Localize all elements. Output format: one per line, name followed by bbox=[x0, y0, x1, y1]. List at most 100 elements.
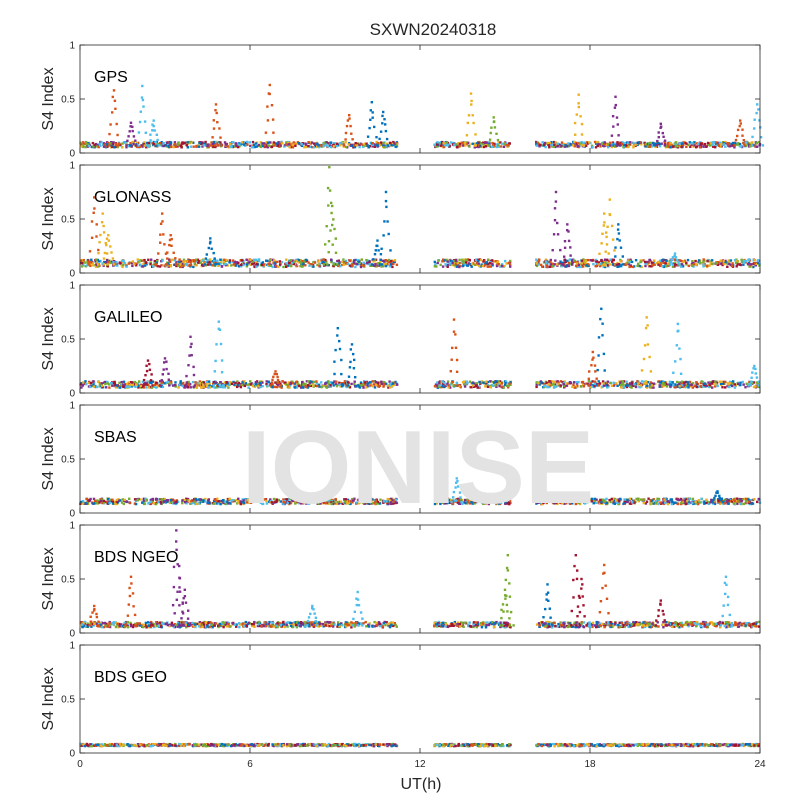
data-point bbox=[371, 502, 374, 505]
data-point bbox=[441, 380, 444, 383]
data-point bbox=[96, 385, 99, 389]
data-point bbox=[102, 264, 105, 267]
data-point bbox=[717, 261, 720, 264]
data-point bbox=[610, 134, 614, 137]
data-point bbox=[605, 243, 609, 246]
data-point bbox=[163, 500, 166, 504]
data-point bbox=[738, 142, 742, 146]
data-point bbox=[318, 264, 321, 268]
data-point bbox=[272, 261, 275, 264]
data-point bbox=[578, 145, 581, 148]
data-point bbox=[202, 144, 206, 147]
data-point bbox=[603, 265, 607, 269]
data-point bbox=[240, 143, 243, 147]
data-point bbox=[390, 497, 393, 501]
data-point bbox=[451, 261, 454, 265]
data-point bbox=[167, 262, 170, 265]
data-point bbox=[162, 233, 165, 236]
data-point bbox=[316, 500, 320, 503]
data-point bbox=[549, 380, 553, 383]
data-point bbox=[163, 497, 166, 501]
data-point bbox=[484, 384, 487, 387]
data-point bbox=[653, 263, 656, 266]
data-point bbox=[260, 144, 263, 147]
data-point bbox=[669, 146, 672, 149]
data-point bbox=[104, 242, 107, 245]
data-point bbox=[279, 144, 282, 147]
data-point bbox=[161, 220, 164, 223]
data-point bbox=[193, 262, 196, 265]
data-point bbox=[504, 501, 507, 504]
data-point bbox=[599, 145, 602, 148]
data-point bbox=[676, 384, 680, 387]
data-point bbox=[322, 500, 325, 504]
data-point bbox=[153, 262, 156, 265]
data-point bbox=[275, 385, 279, 389]
data-point bbox=[199, 500, 203, 504]
data-point bbox=[140, 96, 144, 99]
data-point bbox=[199, 261, 202, 265]
data-point bbox=[217, 320, 220, 323]
data-point bbox=[583, 262, 586, 265]
data-point bbox=[380, 382, 383, 386]
data-point bbox=[359, 265, 363, 269]
data-point bbox=[683, 259, 687, 262]
data-point bbox=[134, 383, 138, 386]
data-point bbox=[586, 382, 590, 386]
data-point bbox=[332, 384, 335, 387]
data-point bbox=[332, 264, 335, 268]
data-point bbox=[172, 384, 175, 387]
data-point bbox=[605, 384, 608, 387]
data-point bbox=[562, 382, 565, 386]
data-point bbox=[504, 259, 507, 263]
data-point bbox=[121, 265, 124, 269]
data-point bbox=[353, 144, 356, 147]
data-point bbox=[591, 259, 594, 262]
data-point bbox=[208, 258, 212, 261]
data-point bbox=[650, 386, 654, 389]
data-point bbox=[319, 502, 322, 505]
data-point bbox=[652, 386, 655, 389]
data-point bbox=[213, 145, 216, 148]
data-point bbox=[722, 143, 725, 146]
data-point bbox=[702, 263, 705, 266]
data-point bbox=[756, 261, 759, 265]
data-point bbox=[465, 502, 468, 505]
data-point bbox=[142, 105, 145, 108]
data-point bbox=[294, 502, 297, 505]
data-point bbox=[668, 383, 672, 386]
data-point bbox=[706, 259, 709, 263]
data-point bbox=[249, 501, 253, 504]
data-point bbox=[598, 382, 602, 385]
data-point bbox=[174, 385, 177, 388]
data-point bbox=[506, 498, 510, 501]
data-point bbox=[711, 386, 714, 389]
data-point bbox=[111, 502, 115, 505]
data-point bbox=[102, 142, 106, 145]
data-point bbox=[202, 381, 206, 384]
data-point bbox=[365, 386, 368, 389]
data-point bbox=[591, 384, 595, 387]
data-point bbox=[349, 124, 352, 128]
data-point bbox=[658, 384, 661, 387]
data-point bbox=[573, 121, 577, 125]
data-point bbox=[215, 343, 218, 346]
data-point bbox=[585, 382, 588, 385]
data-point bbox=[184, 501, 187, 504]
data-point bbox=[111, 111, 114, 114]
data-point bbox=[569, 381, 572, 384]
data-point bbox=[587, 264, 590, 268]
data-point bbox=[142, 497, 146, 500]
data-point bbox=[80, 259, 83, 262]
data-point bbox=[682, 260, 685, 263]
data-point bbox=[617, 501, 621, 504]
data-point bbox=[644, 326, 648, 330]
data-point bbox=[621, 141, 624, 144]
data-point bbox=[597, 263, 600, 266]
data-point bbox=[168, 501, 172, 504]
data-point bbox=[711, 141, 714, 144]
data-point bbox=[473, 146, 476, 149]
data-point bbox=[304, 142, 307, 145]
data-point bbox=[105, 501, 109, 504]
